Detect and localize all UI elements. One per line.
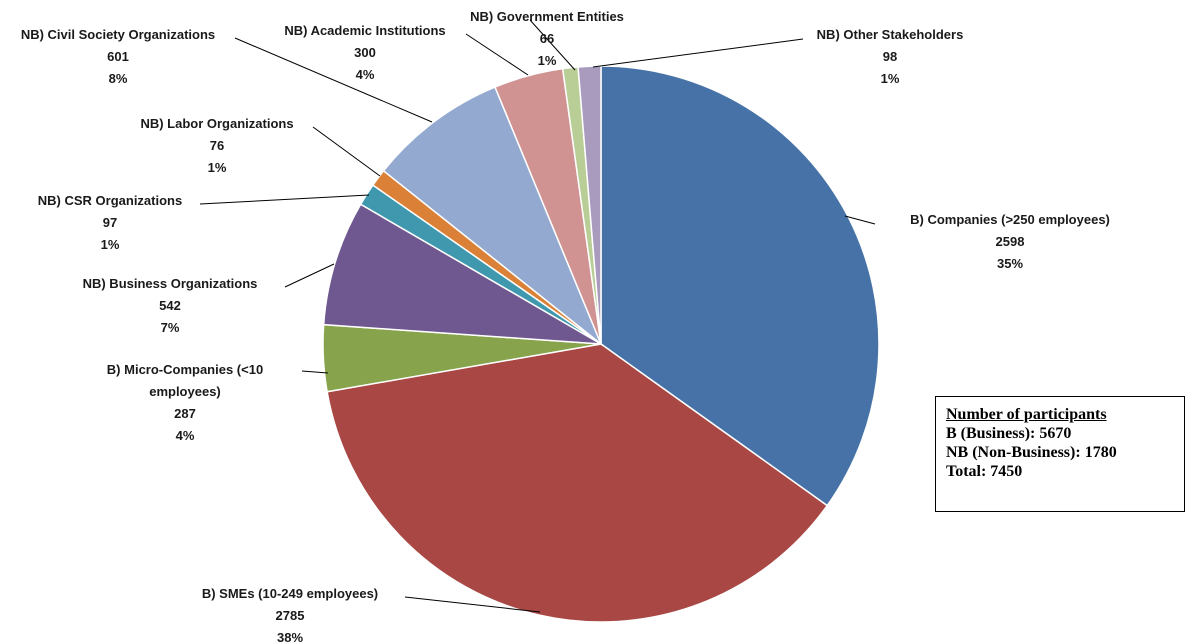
slice-percent-label: 38% [277, 630, 303, 643]
slice-value-label: 287 [174, 406, 196, 421]
slice-percent-label: 1% [538, 53, 557, 68]
participants-summary-box: Number of participants B (Business): 567… [935, 396, 1185, 512]
slice-value-label: 66 [540, 31, 554, 46]
summary-title: Number of participants [946, 406, 1107, 423]
summary-non-business: NB (Non-Business): 1780 [946, 444, 1117, 461]
slice-category-label: NB) CSR Organizations [38, 193, 182, 208]
slice-percent-label: 35% [997, 256, 1023, 271]
slice-category-label: NB) Business Organizations [83, 276, 258, 291]
summary-total: Total: 7450 [946, 463, 1023, 480]
slice-value-label: 97 [103, 215, 117, 230]
summary-business: B (Business): 5670 [946, 425, 1072, 442]
slice-category-label: NB) Government Entities [470, 9, 624, 24]
slice-value-label: 300 [354, 45, 376, 60]
leader-line [404, 596, 541, 613]
slice-value-label: 98 [883, 49, 897, 64]
slice-category-label: NB) Other Stakeholders [817, 27, 964, 42]
slice-percent-label: 4% [356, 67, 375, 82]
leader-line [465, 33, 529, 76]
slice-percent-label: 7% [161, 320, 180, 335]
slice-percent-label: 8% [109, 71, 128, 86]
pie-slice [382, 86, 603, 347]
slice-percent-label: 1% [101, 237, 120, 252]
leader-line [234, 37, 433, 123]
slice-percent-label: 1% [208, 160, 227, 175]
slice-category-label: B) Companies (>250 employees) [910, 212, 1110, 227]
slice-category-label: B) Micro-Companies (<10 [107, 362, 263, 377]
slice-category-label: NB) Academic Institutions [284, 23, 445, 38]
slice-category-label: NB) Labor Organizations [140, 116, 293, 131]
slice-value-label: 601 [107, 49, 129, 64]
leader-line [529, 19, 576, 71]
leader-line [199, 194, 370, 205]
leader-line [301, 370, 329, 374]
slice-percent-label: 4% [176, 428, 195, 443]
slice-value-label: 542 [159, 298, 181, 313]
leader-line [592, 38, 804, 68]
leader-line [844, 215, 876, 225]
leader-line [284, 263, 335, 288]
pie-slice [326, 343, 829, 623]
leader-line [312, 126, 381, 177]
slice-category-label: NB) Civil Society Organizations [21, 27, 215, 42]
slice-value-label: 2598 [996, 234, 1025, 249]
slice-category-label: employees) [149, 384, 221, 399]
slice-value-label: 76 [210, 138, 224, 153]
slice-category-label: B) SMEs (10-249 employees) [202, 586, 378, 601]
slice-percent-label: 1% [881, 71, 900, 86]
slice-value-label: 2785 [276, 608, 305, 623]
pie-slice [322, 203, 602, 345]
